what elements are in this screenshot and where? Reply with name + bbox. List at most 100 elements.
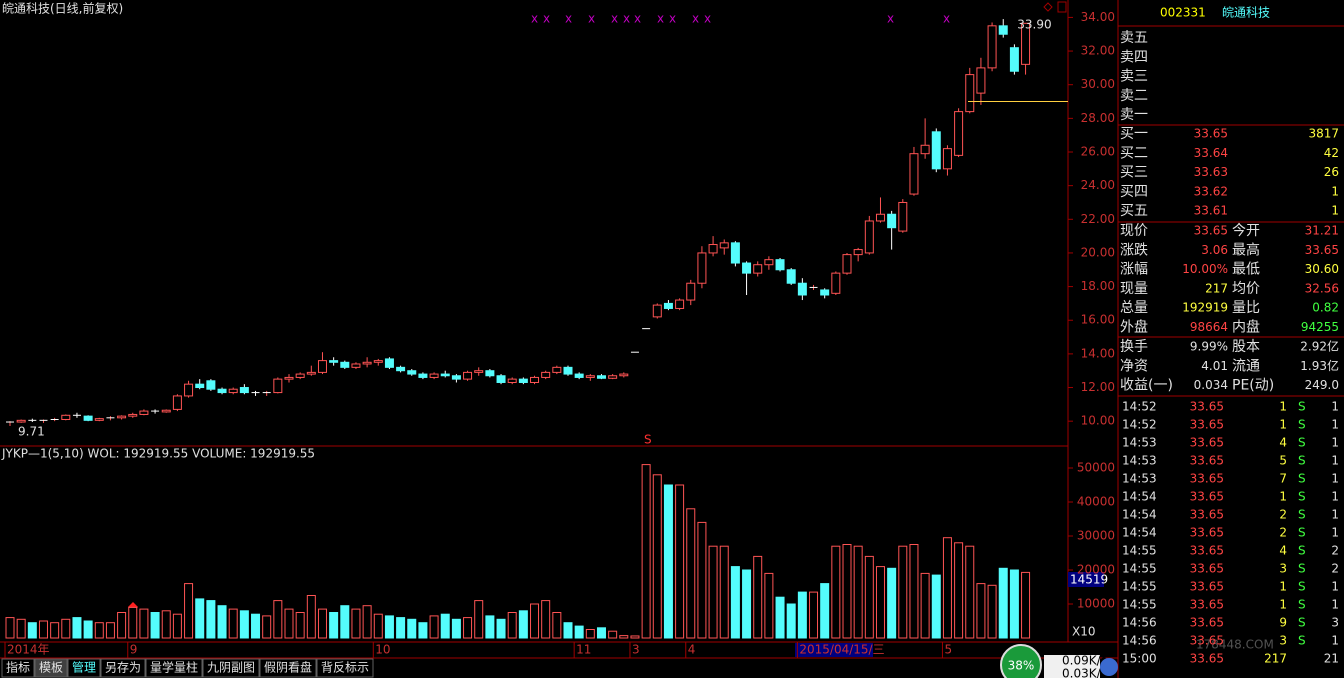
toolbar-tab[interactable] bbox=[67, 658, 101, 678]
toolbar-tab[interactable] bbox=[316, 658, 374, 678]
svg-text:x: x bbox=[543, 12, 550, 26]
tick-count: 2 bbox=[1331, 562, 1339, 576]
toolbar-label[interactable]: 另存为 bbox=[105, 661, 141, 675]
candle-body bbox=[585, 375, 595, 378]
stat-label: 净资 bbox=[1120, 358, 1148, 374]
volume-bar bbox=[228, 608, 238, 639]
stat-label: 流通 bbox=[1232, 358, 1260, 374]
candle-body bbox=[440, 373, 450, 377]
toolbar-label[interactable]: 背反标示 bbox=[321, 661, 369, 675]
tick-price: 33.65 bbox=[1190, 400, 1224, 414]
date-box bbox=[795, 643, 873, 657]
y-tick-label: 28.00 bbox=[1081, 111, 1115, 125]
volume-bar bbox=[340, 605, 350, 639]
candle-body bbox=[16, 419, 26, 423]
volume-bar bbox=[864, 555, 874, 639]
volume-bar bbox=[730, 566, 740, 639]
volume-bar bbox=[708, 545, 718, 639]
candle-body bbox=[463, 371, 473, 380]
buy-volume: 42 bbox=[1324, 146, 1339, 160]
toolbar-label[interactable]: 指标 bbox=[6, 660, 30, 675]
volume-bar bbox=[396, 617, 406, 639]
chart-title: 皖通科技(日线,前复权) bbox=[2, 1, 123, 16]
toolbar-label[interactable]: 假阴看盘 bbox=[264, 660, 312, 675]
volume-bar bbox=[407, 618, 417, 639]
volume-bar bbox=[329, 612, 339, 639]
volume-bar bbox=[262, 615, 272, 639]
tick-side: S bbox=[1298, 490, 1306, 504]
y-tick-label: 30.00 bbox=[1081, 77, 1115, 91]
volume-bar bbox=[306, 595, 316, 639]
tick-price: 33.65 bbox=[1190, 634, 1224, 648]
toolbar-label[interactable]: 模板 bbox=[39, 661, 63, 675]
tick-volume: 9 bbox=[1279, 616, 1287, 630]
svg-text:x: x bbox=[588, 12, 595, 26]
v-tick-label: 50000 bbox=[1077, 461, 1115, 475]
plus-button[interactable] bbox=[1100, 658, 1118, 676]
candle-body bbox=[786, 269, 796, 284]
cursor-volume: 14519 bbox=[1070, 573, 1108, 587]
volume-bar bbox=[909, 544, 919, 639]
candle-body bbox=[530, 376, 540, 383]
candle-body bbox=[909, 153, 919, 195]
x-tick-label: 9 bbox=[130, 643, 138, 657]
tick-time: 14:54 bbox=[1122, 526, 1157, 540]
tick-volume: 3 bbox=[1279, 562, 1287, 576]
tick-count: 1 bbox=[1331, 634, 1339, 648]
candle-body bbox=[217, 388, 227, 394]
toolbar-label[interactable]: 九阴副图 bbox=[207, 661, 255, 675]
svg-text:x: x bbox=[623, 12, 630, 26]
volume-bar bbox=[284, 608, 294, 639]
volume-bar bbox=[496, 618, 506, 639]
toolbar-tab[interactable] bbox=[100, 658, 146, 678]
candle-body bbox=[1009, 47, 1019, 72]
tick-volume: 1 bbox=[1279, 598, 1287, 612]
buy-price: 33.65 bbox=[1194, 127, 1228, 141]
volume-bar bbox=[139, 608, 149, 639]
candle-body bbox=[351, 363, 361, 368]
stat-label: 换手 bbox=[1120, 338, 1148, 355]
volume-bar bbox=[552, 612, 562, 639]
x-tick-label: 5 bbox=[944, 643, 952, 657]
toolbar-tab[interactable] bbox=[259, 658, 317, 678]
v-tick-label: 20000 bbox=[1077, 563, 1115, 577]
toolbar-tab[interactable] bbox=[145, 658, 203, 678]
candle-body bbox=[552, 366, 562, 373]
volume-bar bbox=[518, 610, 528, 639]
tick-side: S bbox=[1298, 508, 1306, 522]
toolbar-tab[interactable] bbox=[202, 658, 260, 678]
volume-bar bbox=[251, 613, 261, 639]
y-tick-label: 10.00 bbox=[1081, 414, 1115, 428]
tick-time: 14:52 bbox=[1122, 418, 1157, 432]
toolbar-label[interactable]: 量学量柱 bbox=[150, 660, 198, 675]
candle-body bbox=[418, 373, 428, 378]
volume-bar bbox=[27, 622, 37, 639]
toolbar-tab[interactable] bbox=[1, 658, 35, 678]
tick-volume: 1 bbox=[1279, 490, 1287, 504]
svg-text:x: x bbox=[943, 12, 950, 26]
toolbar-tab[interactable] bbox=[34, 658, 68, 678]
buy-price: 33.61 bbox=[1194, 204, 1228, 218]
stat-value: 30.60 bbox=[1305, 262, 1339, 276]
stat-label: 收益(一) bbox=[1120, 378, 1173, 394]
volume-bar bbox=[797, 591, 807, 639]
candle-body bbox=[172, 395, 182, 410]
tick-price: 33.65 bbox=[1190, 616, 1224, 630]
tick-price: 33.65 bbox=[1190, 526, 1224, 540]
volume-bar bbox=[451, 618, 461, 639]
stat-value: 33.65 bbox=[1194, 224, 1228, 238]
tick-volume: 217 bbox=[1264, 652, 1287, 666]
volume-bar bbox=[753, 555, 763, 639]
toolbar-label[interactable]: 管理 bbox=[72, 660, 96, 675]
tick-count: 1 bbox=[1331, 400, 1339, 414]
window-icons bbox=[1043, 1, 1067, 13]
candle-body bbox=[128, 413, 138, 417]
candle-body bbox=[373, 360, 383, 363]
buy-label: 买三 bbox=[1120, 165, 1148, 181]
candle-body bbox=[340, 361, 350, 368]
candle-body bbox=[317, 360, 327, 373]
stat-value: 9.99% bbox=[1190, 340, 1228, 354]
